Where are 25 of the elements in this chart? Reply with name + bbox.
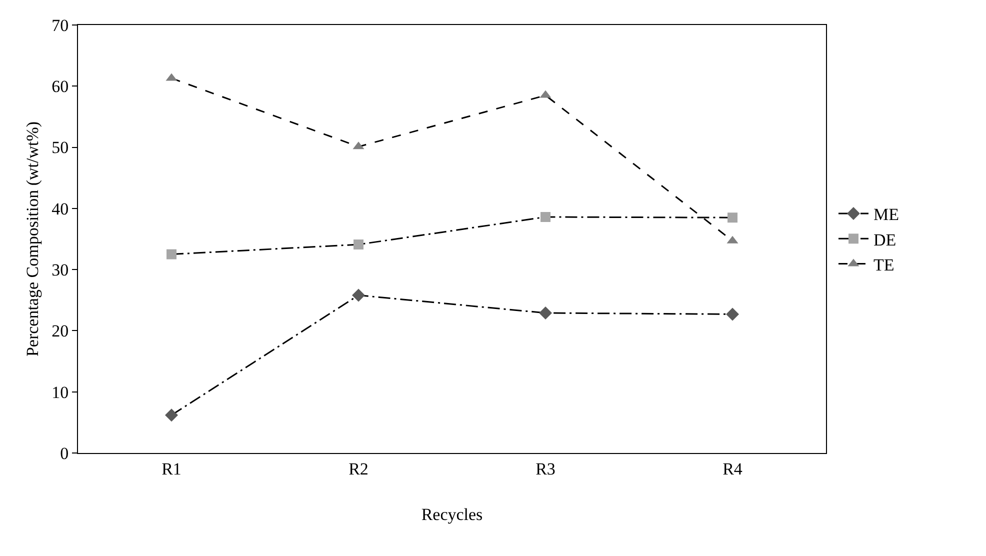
point (352, 288, 365, 302)
x-tick-label: R4 (722, 459, 743, 478)
y-tick-label: 30 (52, 260, 69, 280)
y-axis-title: Percentage Composition (wt/wt%) (23, 121, 42, 357)
point (165, 408, 178, 422)
y-tick-label: 0 (60, 444, 69, 463)
legend-label: DE (873, 230, 896, 250)
x-axis-title: Recycles (421, 504, 483, 524)
y-tick-label: 10 (52, 382, 69, 402)
point (166, 249, 176, 260)
point (354, 240, 364, 250)
point (539, 306, 552, 320)
point (728, 212, 738, 223)
y-tick-label: 50 (52, 138, 69, 158)
legend-label: TE (873, 255, 894, 274)
x-tick-label: R3 (536, 459, 556, 478)
y-tick-label: 40 (52, 199, 69, 218)
y-tick-label: 70 (52, 16, 69, 35)
legend-label: ME (873, 205, 899, 224)
x-tick-label: R1 (162, 459, 182, 478)
y-tick-label: 20 (52, 322, 69, 341)
point (540, 212, 550, 222)
x-tick-label: R2 (348, 459, 368, 478)
point (726, 308, 739, 321)
y-tick-label: 60 (52, 77, 69, 96)
